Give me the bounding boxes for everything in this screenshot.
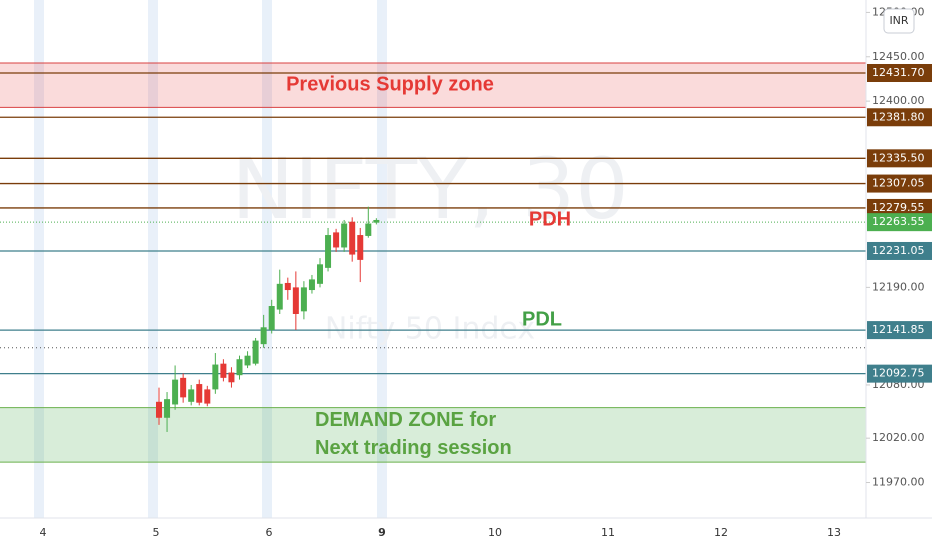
candle-body bbox=[349, 221, 356, 255]
price-label-box bbox=[867, 213, 932, 232]
zone bbox=[0, 62, 866, 108]
day-band bbox=[377, 0, 387, 518]
annotation: PDL bbox=[522, 308, 562, 330]
candle-body bbox=[260, 327, 267, 345]
zone-label: Next trading session bbox=[315, 437, 512, 459]
x-tick-label: 4 bbox=[40, 526, 47, 539]
candle-body bbox=[268, 306, 275, 330]
x-tick-label: 6 bbox=[266, 526, 273, 539]
candle-body bbox=[220, 363, 227, 378]
x-tick-label: 13 bbox=[827, 526, 841, 539]
x-tick-label: 11 bbox=[601, 526, 615, 539]
day-band bbox=[262, 0, 272, 518]
watermark: NIFTY, 30 bbox=[231, 140, 628, 238]
candle-body bbox=[212, 364, 219, 390]
price-label-box bbox=[867, 108, 932, 127]
price-label-box bbox=[867, 241, 932, 260]
day-bands bbox=[34, 0, 387, 518]
candle-body bbox=[188, 389, 195, 402]
price-label: 12381.80 bbox=[872, 110, 925, 123]
x-tick-label: 9 bbox=[378, 526, 386, 539]
candle-body bbox=[284, 282, 291, 291]
price-label-box bbox=[867, 364, 932, 383]
price-label: 12231.05 bbox=[872, 244, 925, 257]
zone-label: Previous Supply zone bbox=[286, 73, 494, 95]
candle-body bbox=[276, 283, 283, 310]
price-label-box bbox=[867, 174, 932, 193]
price-label-box bbox=[867, 149, 932, 168]
candle-body bbox=[325, 235, 332, 268]
zone-label: DEMAND ZONE for bbox=[315, 409, 496, 431]
price-label: 12141.85 bbox=[872, 323, 925, 336]
candle-body bbox=[300, 287, 307, 312]
y-tick-label: 11970.00 bbox=[872, 476, 925, 489]
price-label: 12092.75 bbox=[872, 367, 925, 380]
price-label-box bbox=[867, 321, 932, 340]
candle-body bbox=[373, 219, 380, 223]
price-label: 12335.50 bbox=[872, 151, 925, 164]
annotation: PDH bbox=[529, 208, 571, 230]
candle-body bbox=[196, 384, 203, 403]
price-axis: 12500.0012450.0012400.0012190.0012080.00… bbox=[866, 5, 932, 489]
candle-body bbox=[204, 389, 211, 404]
candle-body bbox=[333, 232, 340, 248]
y-tick-label: 12400.00 bbox=[872, 94, 925, 107]
candle-body bbox=[317, 264, 323, 284]
candle-body bbox=[292, 287, 299, 314]
price-label-box bbox=[867, 63, 932, 82]
currency-button[interactable] bbox=[883, 8, 915, 34]
candle-body bbox=[172, 379, 179, 405]
candle-body bbox=[164, 399, 171, 418]
y-tick-label: 12190.00 bbox=[872, 280, 925, 293]
plot: Previous Supply zone DEMAND ZONE for Next … bbox=[0, 62, 866, 463]
price-label-box bbox=[867, 198, 932, 217]
candle-body bbox=[357, 235, 364, 260]
candle-body bbox=[228, 372, 235, 383]
zone bbox=[0, 407, 866, 463]
price-label: 12307.05 bbox=[872, 177, 925, 190]
day-band bbox=[34, 0, 44, 518]
price-label: 12279.55 bbox=[872, 201, 925, 214]
y-tick-label: 12020.00 bbox=[872, 431, 925, 444]
x-tick-label: 5 bbox=[153, 526, 160, 539]
currency-label: INR bbox=[889, 14, 908, 27]
candle-body bbox=[252, 340, 259, 364]
candle-body bbox=[365, 223, 372, 236]
candle-body bbox=[244, 355, 251, 366]
candle-body bbox=[156, 401, 162, 418]
candle-body bbox=[341, 223, 348, 248]
price-label: 12431.70 bbox=[872, 66, 925, 79]
price-label: 12263.55 bbox=[872, 215, 925, 228]
candle-body bbox=[236, 359, 243, 376]
day-band bbox=[148, 0, 158, 518]
watermark-subtitle: Nifty 50 Index bbox=[325, 312, 535, 347]
candle-body bbox=[308, 279, 315, 291]
x-tick-label: 10 bbox=[488, 526, 502, 539]
y-tick-label: 12450.00 bbox=[872, 50, 925, 63]
candle-body bbox=[180, 377, 187, 398]
x-tick-label: 12 bbox=[714, 526, 728, 539]
